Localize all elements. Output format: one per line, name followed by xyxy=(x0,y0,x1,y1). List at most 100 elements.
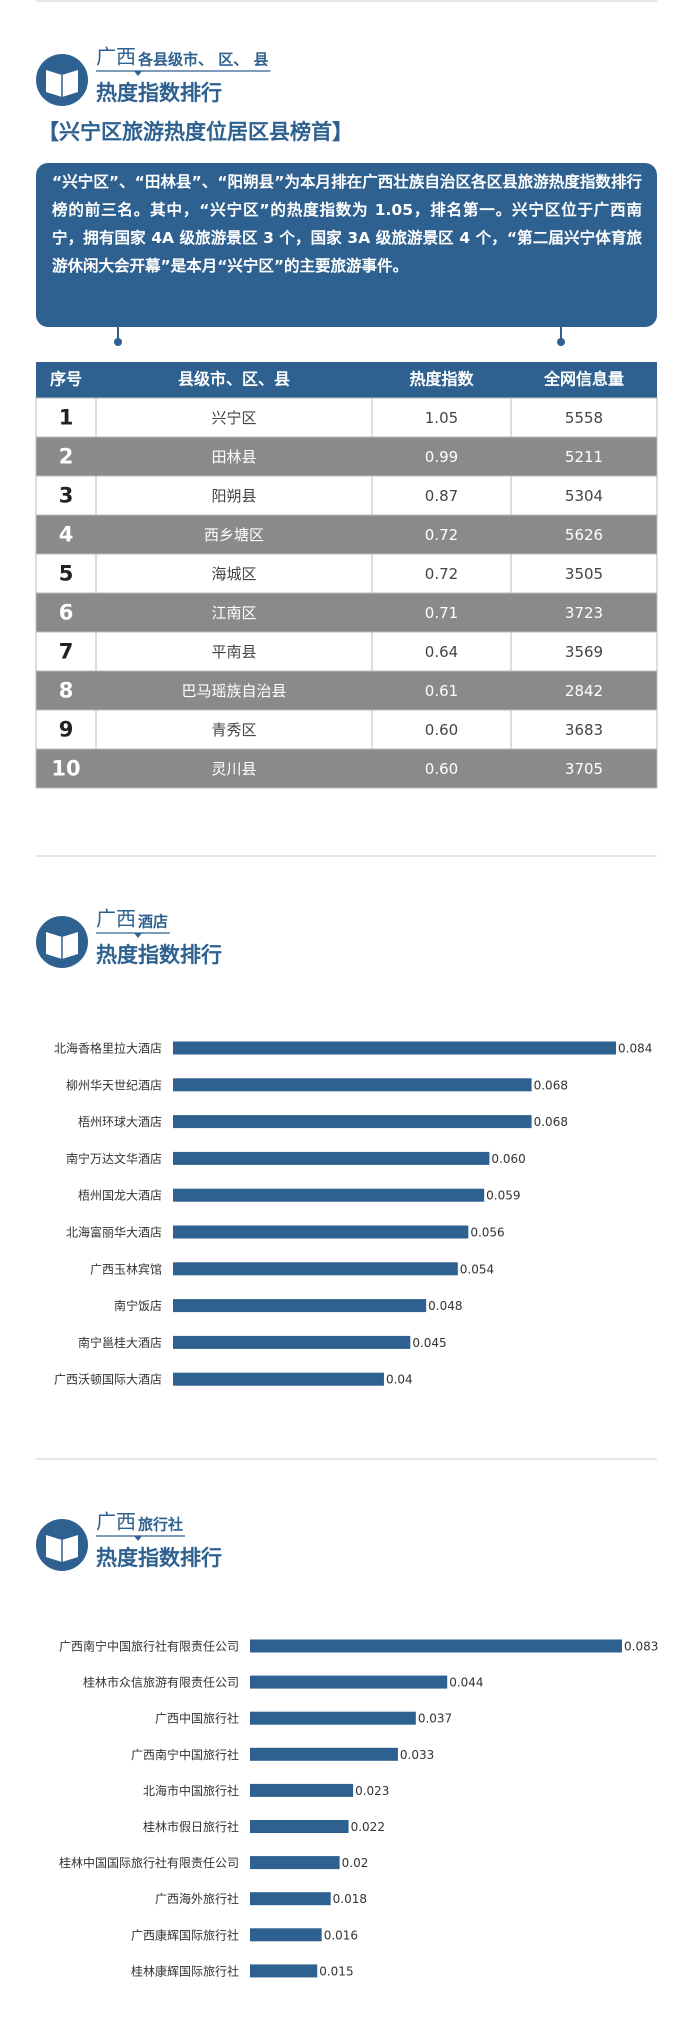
cell: 5626 xyxy=(565,526,603,544)
category-label: 广西玉林宾馆 xyxy=(90,1261,162,1276)
cell: 3569 xyxy=(565,643,603,661)
cell: 阳朔县 xyxy=(211,487,256,505)
category-label: 桂林中国国际旅行社有限责任公司 xyxy=(59,1855,239,1870)
section-subject: 各县级市、 区、 县 xyxy=(137,51,268,69)
bar xyxy=(250,1639,622,1653)
bar xyxy=(173,1225,469,1239)
value-label: 0.02 xyxy=(342,1856,369,1870)
section-caret xyxy=(134,933,142,938)
bar xyxy=(173,1262,458,1276)
bar xyxy=(173,1041,616,1055)
bar xyxy=(250,1892,331,1906)
category-label: 广西海外旅行社 xyxy=(155,1891,239,1906)
value-label: 0.048 xyxy=(428,1299,462,1313)
value-label: 0.015 xyxy=(319,1964,353,1978)
category-label: 北海富丽华大酒店 xyxy=(66,1225,162,1240)
table-header xyxy=(36,362,657,398)
bar xyxy=(173,1299,427,1313)
table-row xyxy=(35,436,658,477)
table-row xyxy=(35,475,658,516)
value-label: 0.060 xyxy=(491,1152,525,1166)
table-row xyxy=(35,631,658,672)
bar xyxy=(250,1711,416,1725)
category-label: 南宁万达文华酒店 xyxy=(66,1151,162,1166)
bar xyxy=(250,1820,349,1833)
value-label: 0.059 xyxy=(486,1189,520,1203)
table-row xyxy=(35,670,658,711)
section-region: 广西 xyxy=(96,907,136,931)
value-label: 0.044 xyxy=(449,1676,483,1690)
section-caret xyxy=(134,1536,142,1541)
value-label: 0.023 xyxy=(355,1784,389,1798)
cell: 兴宁区 xyxy=(211,409,256,427)
category-label: 柳州华天世纪酒店 xyxy=(66,1078,162,1092)
rank: 5 xyxy=(59,562,74,586)
cell: 5558 xyxy=(565,409,603,427)
section-title: 热度指数排行 xyxy=(96,1546,222,1570)
cell: 0.72 xyxy=(425,565,458,583)
category-label: 桂林市众信旅游有限责任公司 xyxy=(83,1675,239,1690)
bar xyxy=(250,1964,318,1978)
rank: 3 xyxy=(59,484,74,508)
bar xyxy=(173,1372,384,1386)
cell: 0.61 xyxy=(425,682,458,700)
category-label: 梧州国龙大酒店 xyxy=(78,1188,162,1203)
bar xyxy=(250,1783,354,1797)
category-label: 广西中国旅行社 xyxy=(155,1711,239,1726)
cell: 江南区 xyxy=(211,604,256,622)
cell: 3723 xyxy=(565,604,603,622)
table-row xyxy=(35,553,658,594)
value-label: 0.033 xyxy=(400,1748,434,1762)
cell: 3683 xyxy=(565,721,603,739)
category-label: 南宁饭店 xyxy=(114,1298,162,1313)
rank: 9 xyxy=(59,718,74,742)
value-label: 0.054 xyxy=(460,1262,494,1276)
section-subject: 酒店 xyxy=(138,913,168,931)
pin xyxy=(114,338,122,346)
category-label: 广西南宁中国旅行社有限责任公司 xyxy=(59,1639,239,1654)
category-label: 广西南宁中国旅行社 xyxy=(131,1747,239,1762)
category-label: 广西康辉国际旅行社 xyxy=(131,1927,239,1942)
headline: 【兴宁区旅游热度位居区县榜首】 xyxy=(38,120,353,144)
bar xyxy=(173,1188,485,1202)
cell: 1.05 xyxy=(425,409,458,427)
cell: 0.60 xyxy=(425,721,458,739)
category-label: 广西沃顿国际大酒店 xyxy=(54,1373,162,1387)
value-label: 0.068 xyxy=(534,1078,568,1092)
value-label: 0.084 xyxy=(618,1042,652,1056)
rank: 1 xyxy=(59,406,74,430)
cell: 青秀区 xyxy=(211,721,256,739)
cell: 0.99 xyxy=(425,448,458,466)
cell: 平南县 xyxy=(211,643,256,661)
summary-box xyxy=(36,163,657,327)
rank: 8 xyxy=(59,679,74,703)
category-label: 南宁邕桂大酒店 xyxy=(78,1335,162,1350)
section-title: 热度指数排行 xyxy=(96,943,222,967)
table-row xyxy=(35,592,658,633)
bar xyxy=(250,1675,448,1689)
column-header: 全网信息量 xyxy=(543,370,624,389)
rank: 7 xyxy=(59,640,74,664)
value-label: 0.04 xyxy=(386,1373,413,1387)
value-label: 0.045 xyxy=(412,1336,446,1350)
bar xyxy=(173,1151,490,1165)
cell: 海城区 xyxy=(211,565,256,583)
table-row xyxy=(35,514,658,555)
column-header: 热度指数 xyxy=(409,370,474,389)
table-row xyxy=(35,748,658,789)
section-region: 广西 xyxy=(96,1510,136,1534)
pin xyxy=(557,338,565,346)
category-label: 北海香格里拉大酒店 xyxy=(54,1041,162,1056)
category-label: 梧州环球大酒店 xyxy=(78,1114,162,1129)
cell: 3505 xyxy=(565,565,603,583)
bar xyxy=(250,1856,340,1870)
summary: “兴宁区”、“田林县”、“阳朔县”为本月排在广西壮族自治区各区县旅游热度指数排行… xyxy=(52,173,642,275)
summary-holder: “兴宁区”、“田林县”、“阳朔县”为本月排在广西壮族自治区各区县旅游热度指数排行… xyxy=(52,173,642,275)
value-label: 0.022 xyxy=(351,1820,385,1834)
cell: 田林县 xyxy=(211,448,256,466)
value-label: 0.056 xyxy=(470,1226,504,1240)
section-subject: 旅行社 xyxy=(138,1516,183,1534)
value-label: 0.037 xyxy=(418,1712,452,1726)
cell: 0.71 xyxy=(425,604,458,622)
